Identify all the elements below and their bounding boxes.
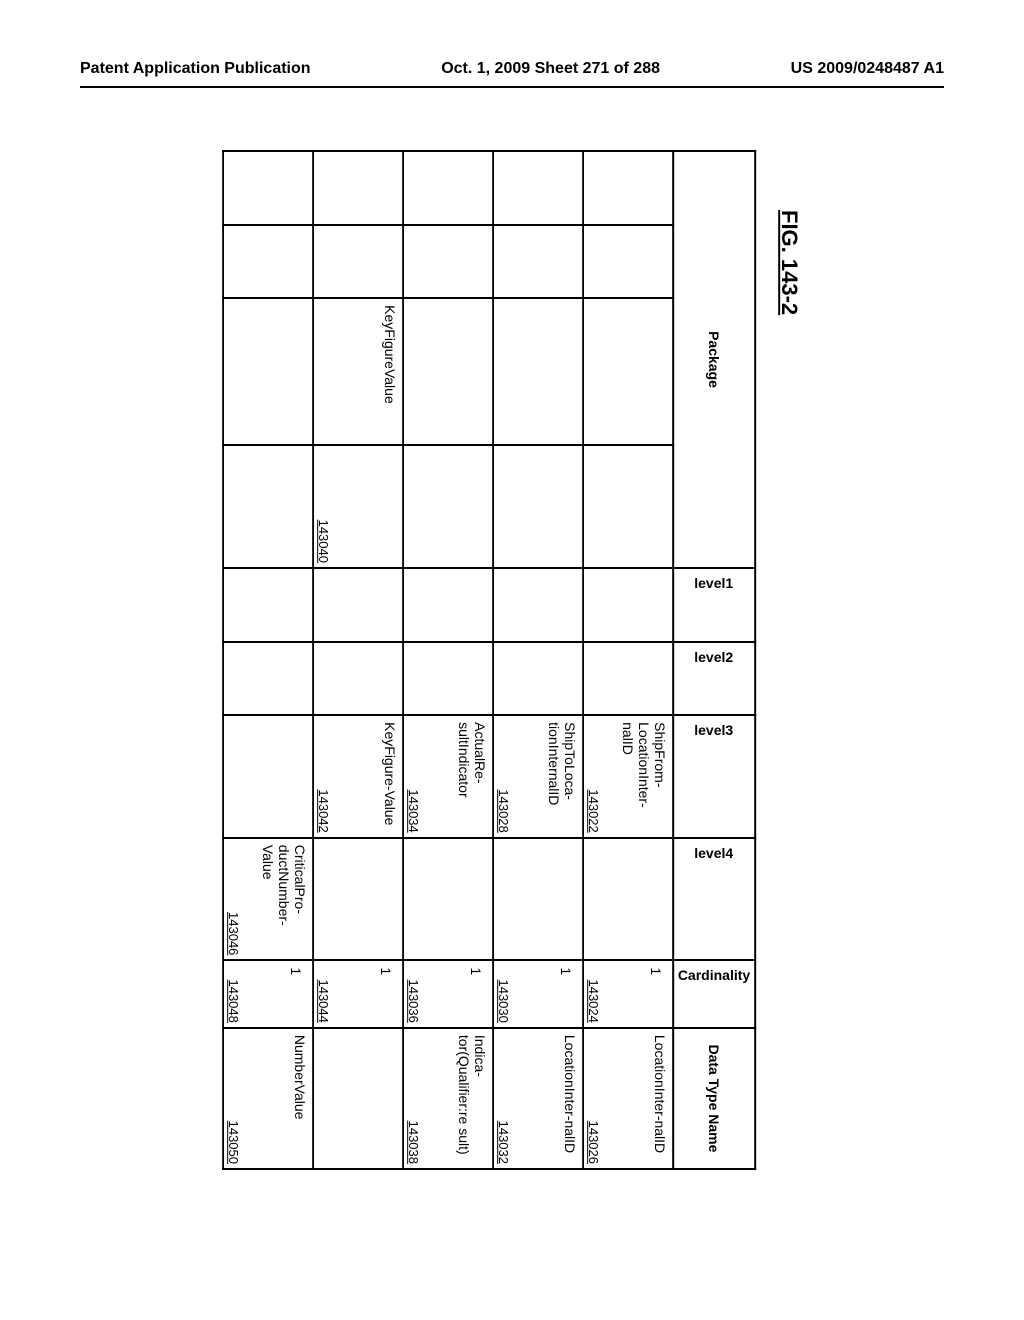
table-cell: ActualRe-sultIndicator143034 [403, 715, 493, 838]
col-level4: level4 [673, 838, 755, 961]
reference-number: 143050 [226, 1121, 241, 1164]
table-cell [403, 298, 493, 445]
reference-number: 143022 [586, 789, 601, 832]
table-cell [313, 151, 403, 225]
table-row: ShipFrom-LocationInter-nalID143022 114302… [583, 151, 673, 1169]
reference-number: 143046 [226, 912, 241, 955]
header-right: US 2009/0248487 A1 [791, 60, 944, 78]
table-row: ShipToLoca-tionInternalID143028 1143030Lo… [493, 151, 583, 1169]
figure-container: FIG. 143-2 Package level1 level2 level3 … [222, 150, 802, 1170]
table-cell: LocationInter-nalID143026 [583, 1028, 673, 1169]
reference-number: 143032 [496, 1121, 511, 1164]
table-cell [403, 568, 493, 642]
table-cell [403, 445, 493, 568]
table-cell [493, 151, 583, 225]
col-package: Package [673, 151, 755, 568]
header-center: Oct. 1, 2009 Sheet 271 of 288 [441, 60, 660, 78]
table-cell: KeyFigure-Value143042 [313, 715, 403, 838]
table-cell [223, 225, 313, 299]
table-cell [403, 151, 493, 225]
table-cell [583, 838, 673, 961]
reference-number: 143036 [406, 979, 421, 1022]
table-row: KeyFigureValue 143040 KeyFigure-Value14304… [313, 151, 403, 1169]
col-level3: level3 [673, 715, 755, 838]
table-cell [403, 642, 493, 716]
patent-table: Package level1 level2 level3 level4 Card… [222, 150, 756, 1170]
table-cell [583, 642, 673, 716]
table-cell [493, 568, 583, 642]
table-cell: ShipFrom-LocationInter-nalID143022 [583, 715, 673, 838]
reference-number: 143026 [586, 1121, 601, 1164]
table-cell: KeyFigureValue [313, 298, 403, 445]
table-cell [583, 298, 673, 445]
reference-number: 143040 [316, 520, 331, 563]
table-cell [223, 568, 313, 642]
table-cell [223, 642, 313, 716]
table-cell [313, 568, 403, 642]
figure-label: FIG. 143-2 [776, 210, 802, 1170]
reference-number: 143044 [316, 979, 331, 1022]
table-cell [493, 838, 583, 961]
table-cell: 1143044 [313, 960, 403, 1027]
table-cell: ShipToLoca-tionInternalID143028 [493, 715, 583, 838]
page-header: Patent Application Publication Oct. 1, 2… [80, 60, 944, 88]
table-cell [313, 225, 403, 299]
col-datatype: Data Type Name [673, 1028, 755, 1169]
table-cell [493, 225, 583, 299]
table-cell [223, 715, 313, 838]
col-cardinality: Cardinality [673, 960, 755, 1027]
table-cell [583, 568, 673, 642]
table-cell: LocationInter-nalID143032 [493, 1028, 583, 1169]
table-cell: 1143048 [223, 960, 313, 1027]
table-cell: Indica-tor(Qualifier:re sult)143038 [403, 1028, 493, 1169]
reference-number: 143038 [406, 1121, 421, 1164]
table-cell: 143040 [313, 445, 403, 568]
table-cell [583, 151, 673, 225]
reference-number: 143048 [226, 979, 241, 1022]
table-row: CriticalPro-ductNumber-Value143046114304… [223, 151, 313, 1169]
table-cell: 1143036 [403, 960, 493, 1027]
table-cell [493, 642, 583, 716]
table-cell [313, 838, 403, 961]
reference-number: 143028 [496, 789, 511, 832]
reference-number: 143024 [586, 979, 601, 1022]
table-cell [313, 642, 403, 716]
table-cell: 1143024 [583, 960, 673, 1027]
reference-number: 143042 [316, 789, 331, 832]
reference-number: 143030 [496, 979, 511, 1022]
header-left: Patent Application Publication [80, 60, 311, 78]
table-cell [223, 298, 313, 445]
col-level2: level2 [673, 642, 755, 716]
col-level1: level1 [673, 568, 755, 642]
table-cell [313, 1028, 403, 1169]
table-cell: 1143030 [493, 960, 583, 1027]
table-header-row: Package level1 level2 level3 level4 Card… [673, 151, 755, 1169]
table-cell [493, 298, 583, 445]
reference-number: 143034 [406, 789, 421, 832]
table-cell [493, 445, 583, 568]
table-cell [223, 151, 313, 225]
table-cell: CriticalPro-ductNumber-Value143046 [223, 838, 313, 961]
table-cell [403, 838, 493, 961]
table-cell: NumberValue143050 [223, 1028, 313, 1169]
table-cell [223, 445, 313, 568]
table-cell [583, 225, 673, 299]
table-cell [403, 225, 493, 299]
table-cell [583, 445, 673, 568]
table-row: ActualRe-sultIndicator143034 1143036Indic… [403, 151, 493, 1169]
